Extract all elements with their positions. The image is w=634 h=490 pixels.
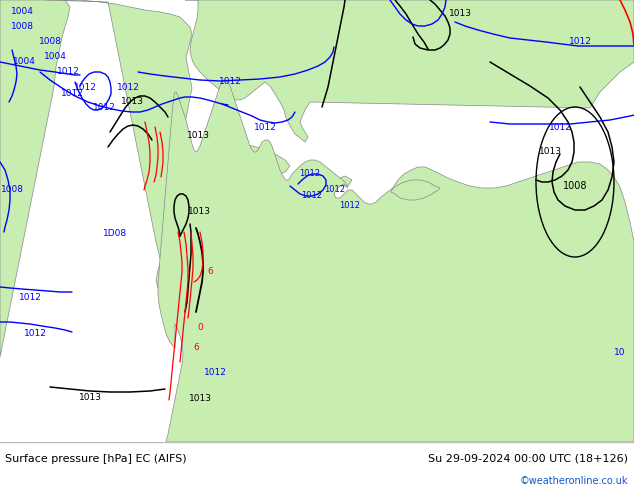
Polygon shape: [285, 184, 300, 194]
Polygon shape: [287, 195, 297, 201]
Text: 1012: 1012: [569, 38, 592, 47]
Text: 1013: 1013: [188, 207, 210, 217]
Text: 1013: 1013: [538, 147, 562, 156]
Text: 1008: 1008: [11, 23, 34, 31]
Text: Su 29-09-2024 00:00 UTC (18+126): Su 29-09-2024 00:00 UTC (18+126): [428, 454, 628, 464]
Text: 1012: 1012: [219, 77, 242, 87]
Text: 1012: 1012: [56, 68, 79, 76]
Text: 1012: 1012: [302, 192, 323, 200]
Text: 1012: 1012: [18, 293, 41, 301]
Text: ©weatheronline.co.uk: ©weatheronline.co.uk: [519, 476, 628, 487]
Text: 1008: 1008: [563, 181, 587, 191]
Text: 6: 6: [193, 343, 199, 351]
Text: 1013: 1013: [79, 392, 101, 401]
Polygon shape: [0, 0, 70, 357]
Polygon shape: [215, 144, 290, 176]
Text: 1012: 1012: [299, 170, 321, 178]
Text: 1013: 1013: [120, 98, 143, 106]
Polygon shape: [185, 0, 634, 142]
Polygon shape: [158, 80, 634, 442]
Polygon shape: [45, 0, 192, 328]
Text: Surface pressure [hPa] EC (AIFS): Surface pressure [hPa] EC (AIFS): [5, 454, 186, 464]
Text: 1013: 1013: [186, 131, 209, 141]
Text: 10: 10: [614, 347, 626, 357]
Polygon shape: [295, 170, 330, 184]
Text: 0: 0: [197, 322, 203, 332]
Text: 1012: 1012: [548, 122, 571, 131]
Polygon shape: [0, 0, 18, 192]
Polygon shape: [273, 195, 283, 201]
Text: 1004: 1004: [13, 57, 36, 67]
Text: 1012: 1012: [61, 90, 84, 98]
Text: 1D08: 1D08: [103, 229, 127, 239]
Text: 1012: 1012: [93, 103, 115, 113]
Text: 1008: 1008: [39, 38, 61, 47]
Polygon shape: [267, 191, 277, 197]
Text: 1013: 1013: [188, 393, 212, 402]
Text: 1012: 1012: [204, 368, 226, 376]
Text: 1012: 1012: [254, 122, 276, 131]
Text: 1012: 1012: [74, 82, 96, 92]
Text: 1012: 1012: [325, 186, 346, 195]
Polygon shape: [260, 187, 270, 193]
Text: 1008: 1008: [1, 186, 23, 195]
Polygon shape: [335, 176, 352, 186]
Text: 1012: 1012: [23, 329, 46, 339]
Polygon shape: [280, 197, 290, 203]
Text: 1013: 1013: [448, 9, 472, 19]
Text: 1012: 1012: [339, 201, 361, 211]
Text: 1012: 1012: [117, 82, 139, 92]
Text: 1004: 1004: [11, 7, 34, 17]
Text: 6: 6: [207, 268, 213, 276]
Text: 1004: 1004: [44, 52, 67, 62]
